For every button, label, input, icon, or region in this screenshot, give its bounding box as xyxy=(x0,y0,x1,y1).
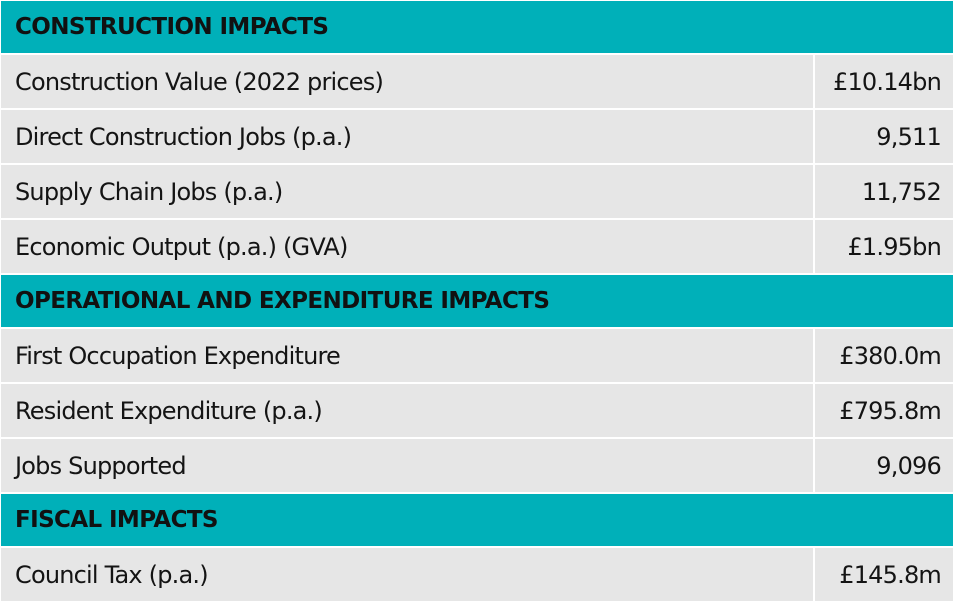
row-value: 11,752 xyxy=(815,165,953,218)
row-label: Construction Value (2022 prices) xyxy=(1,55,813,108)
section-header-operational: OPERATIONAL AND EXPENDITURE IMPACTS xyxy=(1,275,953,327)
row-label: Supply Chain Jobs (p.a.) xyxy=(1,165,813,218)
row-label: Council Tax (p.a.) xyxy=(1,548,813,601)
row-value: £10.14bn xyxy=(815,55,953,108)
row-value: £380.0m xyxy=(815,329,953,382)
row-value: £1.95bn xyxy=(815,220,953,273)
row-value: £145.8m xyxy=(815,548,953,601)
table-row: Supply Chain Jobs (p.a.) 11,752 xyxy=(1,165,955,218)
row-label: Economic Output (p.a.) (GVA) xyxy=(1,220,813,273)
table-row: Resident Expenditure (p.a.) £795.8m xyxy=(1,384,955,437)
row-label: Resident Expenditure (p.a.) xyxy=(1,384,813,437)
table-row: Economic Output (p.a.) (GVA) £1.95bn xyxy=(1,220,955,273)
row-value: £795.8m xyxy=(815,384,953,437)
table-row: Jobs Supported 9,096 xyxy=(1,439,955,492)
table-row: Direct Construction Jobs (p.a.) 9,511 xyxy=(1,110,955,163)
table-row: Council Tax (p.a.) £145.8m xyxy=(1,548,955,601)
row-label: Jobs Supported xyxy=(1,439,813,492)
section-header-construction: CONSTRUCTION IMPACTS xyxy=(1,1,953,53)
row-label: Direct Construction Jobs (p.a.) xyxy=(1,110,813,163)
row-value: 9,096 xyxy=(815,439,953,492)
row-value: 9,511 xyxy=(815,110,953,163)
row-label: First Occupation Expenditure xyxy=(1,329,813,382)
table-row: Construction Value (2022 prices) £10.14b… xyxy=(1,55,955,108)
table-row: First Occupation Expenditure £380.0m xyxy=(1,329,955,382)
section-header-fiscal: FISCAL IMPACTS xyxy=(1,494,953,546)
